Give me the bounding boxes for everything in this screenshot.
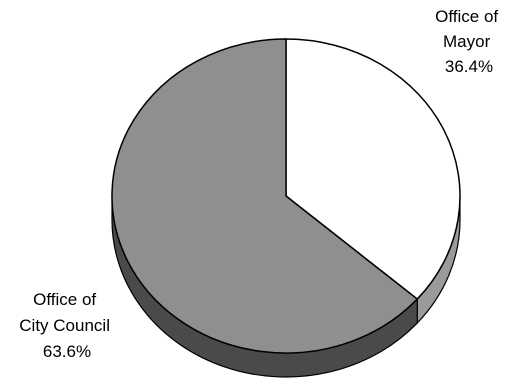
slice-label-council: Office of City Council 63.6% xyxy=(19,290,114,361)
slice-label-mayor-line2: Mayor xyxy=(443,32,491,51)
slice-label-mayor: Office of Mayor 36.4% xyxy=(435,7,503,76)
slice-label-council-line1: Office of xyxy=(33,290,96,309)
pie-slice-0 xyxy=(285,38,461,300)
slice-percent-council: 63.6% xyxy=(43,342,91,361)
slice-label-mayor-line1: Office of xyxy=(435,7,498,26)
slice-label-council-line2: City Council xyxy=(19,316,110,335)
slice-percent-mayor: 36.4% xyxy=(445,57,493,76)
pie-top-layer xyxy=(111,38,461,354)
pie-slice-1 xyxy=(111,38,418,354)
